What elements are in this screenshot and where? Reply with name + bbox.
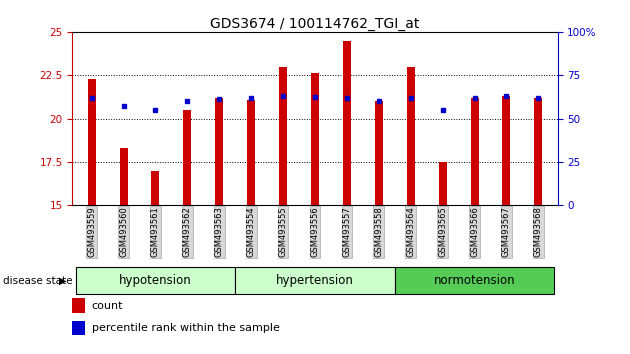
Bar [471, 98, 479, 205]
Text: ▶: ▶ [59, 275, 66, 286]
Text: GSM493555: GSM493555 [278, 207, 287, 257]
Text: GSM493566: GSM493566 [470, 207, 479, 257]
Bar [438, 162, 447, 205]
Text: GSM493560: GSM493560 [119, 207, 128, 257]
Bar [72, 298, 84, 313]
Bar [120, 148, 127, 205]
Bar [534, 98, 542, 205]
Bar [395, 267, 554, 294]
Text: GSM493558: GSM493558 [374, 207, 383, 257]
Text: GSM493556: GSM493556 [311, 207, 319, 257]
Bar [503, 96, 510, 205]
Text: count: count [92, 301, 123, 311]
Text: GSM493563: GSM493563 [215, 207, 224, 257]
Bar [215, 98, 223, 205]
Bar [151, 171, 159, 205]
Text: GSM493562: GSM493562 [183, 207, 192, 257]
Text: GSM493565: GSM493565 [438, 207, 447, 257]
Bar [279, 67, 287, 205]
Bar [375, 101, 383, 205]
Text: GSM493568: GSM493568 [534, 207, 543, 257]
Text: GSM493557: GSM493557 [343, 207, 352, 257]
Bar [88, 79, 96, 205]
Text: normotension: normotension [434, 274, 515, 287]
Text: GSM493554: GSM493554 [247, 207, 256, 257]
Bar [407, 67, 415, 205]
Title: GDS3674 / 100114762_TGI_at: GDS3674 / 100114762_TGI_at [210, 17, 420, 31]
Text: hypotension: hypotension [119, 274, 192, 287]
Text: GSM493559: GSM493559 [87, 207, 96, 257]
Bar [311, 74, 319, 205]
Bar [343, 40, 351, 205]
Bar [247, 99, 255, 205]
Text: GSM493567: GSM493567 [502, 207, 511, 257]
Bar [235, 267, 395, 294]
Text: disease state: disease state [3, 275, 72, 286]
Bar [72, 320, 84, 335]
Text: hypertension: hypertension [276, 274, 354, 287]
Text: GSM493561: GSM493561 [151, 207, 160, 257]
Bar [183, 110, 192, 205]
Text: GSM493564: GSM493564 [406, 207, 415, 257]
Text: percentile rank within the sample: percentile rank within the sample [92, 323, 280, 333]
Bar [76, 267, 235, 294]
